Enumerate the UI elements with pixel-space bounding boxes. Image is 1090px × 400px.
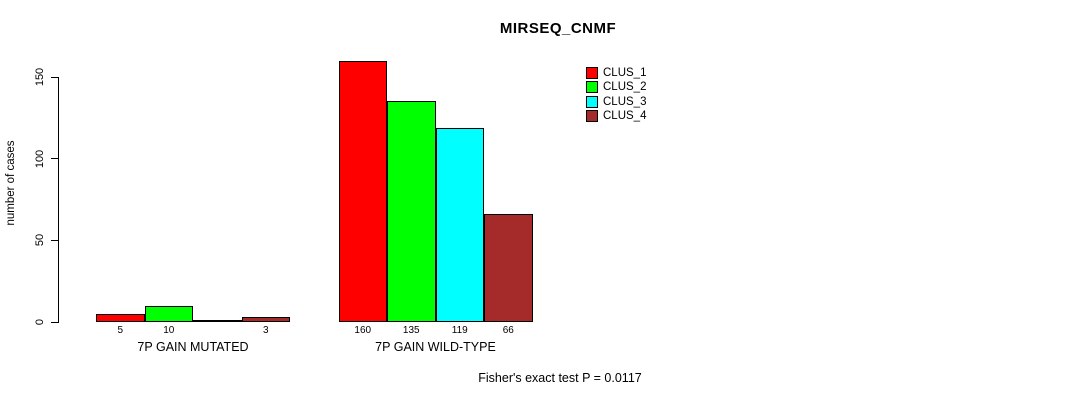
- count-label-clus-1-7p-gain-wild-type: 160: [354, 325, 372, 336]
- count-label-clus-4-7p-gain-mutated: 3: [262, 325, 269, 336]
- y-tick-label-150: 150: [34, 67, 46, 87]
- y-tick-label-50: 50: [34, 234, 46, 247]
- bar-clus-1-7p-gain-mutated: [96, 314, 145, 322]
- legend-label: CLUS_2: [603, 81, 647, 94]
- legend-row-clus-1: CLUS_1: [586, 66, 646, 80]
- legend-swatch-icon: [586, 67, 598, 79]
- count-label-clus-4-7p-gain-wild-type: 66: [502, 325, 514, 336]
- count-label-clus-2-7p-gain-mutated: 10: [163, 325, 175, 336]
- chart-title: MIRSEQ_CNMF: [499, 20, 617, 37]
- y-tick-0: [51, 321, 58, 323]
- bar-clus-3-7p-gain-wild-type: [435, 128, 484, 322]
- bar-clus-2-7p-gain-mutated: [144, 306, 193, 322]
- y-axis: [58, 77, 59, 323]
- legend-label: CLUS_1: [603, 67, 647, 79]
- fisher-test-annotation: Fisher's exact test P = 0.0117: [478, 371, 642, 385]
- legend-swatch-icon: [586, 109, 598, 122]
- legend-label: CLUS_4: [603, 109, 647, 122]
- count-label-clus-3-7p-gain-wild-type: 119: [451, 325, 468, 336]
- bar-clus-2-7p-gain-wild-type: [387, 101, 436, 322]
- count-label-clus-2-7p-gain-wild-type: 135: [402, 325, 420, 336]
- count-label-clus-1-7p-gain-mutated: 5: [117, 325, 124, 336]
- y-tick-50: [51, 239, 58, 241]
- y-tick-label-0: 0: [34, 318, 46, 326]
- y-tick-label-100: 100: [34, 149, 46, 168]
- y-tick-150: [51, 76, 58, 78]
- group-label-7p-gain-mutated: 7P GAIN MUTATED: [137, 340, 249, 354]
- legend-swatch-icon: [586, 95, 598, 108]
- bar-clus-4-7p-gain-wild-type: [484, 214, 533, 322]
- group-label-7p-gain-wild-type: 7P GAIN WILD-TYPE: [375, 340, 496, 354]
- legend-row-clus-3: CLUS_3: [586, 95, 646, 109]
- legend-row-clus-2: CLUS_2: [586, 80, 646, 94]
- y-axis-label: number of cases: [5, 140, 17, 226]
- bar-clus-1-7p-gain-wild-type: [338, 61, 387, 322]
- legend-row-clus-4: CLUS_4: [586, 109, 646, 123]
- legend-swatch-icon: [586, 81, 598, 94]
- y-tick-100: [51, 158, 58, 160]
- bar-clus-4-7p-gain-mutated: [241, 317, 290, 322]
- legend-label: CLUS_3: [603, 95, 647, 108]
- bar-clus-3-7p-gain-mutated: [193, 320, 242, 322]
